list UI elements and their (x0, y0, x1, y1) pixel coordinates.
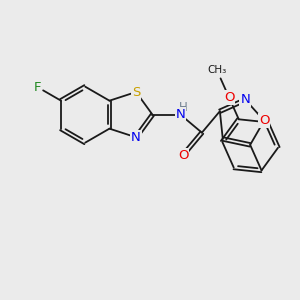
Text: N: N (131, 131, 141, 144)
Text: O: O (224, 91, 234, 104)
Text: O: O (178, 149, 188, 162)
Text: N: N (241, 93, 250, 106)
Text: S: S (132, 85, 140, 98)
Text: CH₃: CH₃ (207, 65, 226, 75)
Text: F: F (34, 81, 41, 94)
Text: O: O (259, 114, 269, 127)
Text: N: N (176, 108, 185, 121)
Text: H: H (178, 101, 187, 114)
